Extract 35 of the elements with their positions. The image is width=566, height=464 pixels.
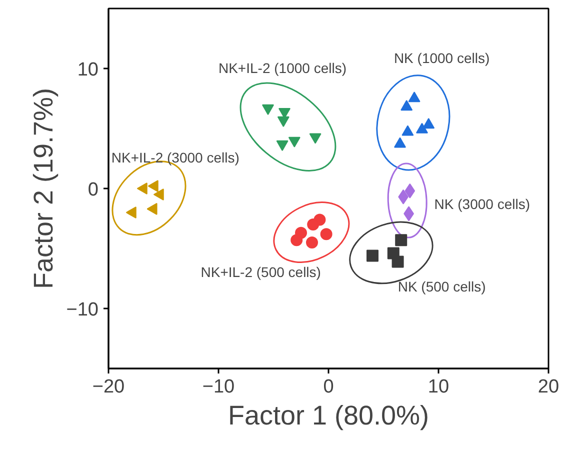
x-tick-label: −10: [202, 376, 235, 398]
point: [422, 118, 435, 129]
point: [395, 234, 408, 246]
point: [126, 206, 136, 218]
y-tick-label: −10: [66, 300, 99, 320]
point: [392, 256, 404, 268]
point: [320, 228, 332, 240]
point: [402, 125, 414, 136]
series-label: NK (500 cells): [398, 278, 486, 294]
y-tick-label: 0: [88, 180, 99, 200]
text: NK (1000 cells): [394, 50, 490, 66]
point: [366, 250, 378, 262]
x-tick-label: 10: [428, 376, 450, 398]
x-tick-label: −20: [92, 376, 125, 398]
point: [306, 236, 318, 248]
text: NK+IL-2 (3000 cells): [111, 149, 240, 166]
point: [307, 218, 320, 230]
y-axis-title: Factor 2 (19.7%): [28, 88, 58, 290]
point: [408, 92, 420, 102]
point: [394, 137, 406, 148]
series-label: NK (3000 cells): [434, 196, 530, 212]
point: [404, 183, 416, 198]
point: [148, 180, 158, 192]
series-label: NK+IL-2 (500 cells): [200, 264, 321, 280]
x-tick-label: 20: [538, 376, 560, 398]
point: [153, 188, 164, 200]
x-tick-label: 0: [323, 376, 334, 398]
point: [416, 122, 428, 134]
text: NK+IL-2 (1000 cells): [218, 60, 346, 76]
point: [400, 100, 413, 111]
x-axis-title: Factor 1 (80.0%): [228, 400, 430, 430]
point: [136, 182, 148, 194]
y-tick-label: 10: [77, 60, 99, 80]
point: [146, 202, 158, 215]
point: [290, 234, 303, 246]
